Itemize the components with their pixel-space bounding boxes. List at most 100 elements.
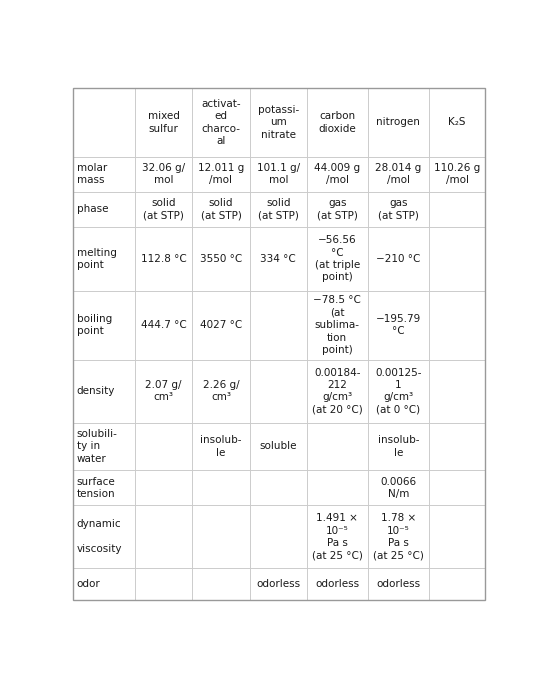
Bar xyxy=(73,360,135,423)
Text: odorless: odorless xyxy=(315,579,359,589)
Text: density: density xyxy=(76,386,115,396)
Text: molar
mass: molar mass xyxy=(76,163,107,185)
Bar xyxy=(192,157,250,192)
Text: phase: phase xyxy=(76,204,108,215)
Bar xyxy=(307,423,368,471)
Text: 1.491 ×
10⁻⁵
Pa s
(at 25 °C): 1.491 × 10⁻⁵ Pa s (at 25 °C) xyxy=(312,513,362,560)
Bar xyxy=(250,291,307,360)
Text: gas
(at STP): gas (at STP) xyxy=(378,198,419,221)
Bar xyxy=(250,471,307,505)
Text: 0.00184-
212
g/cm³
(at 20 °C): 0.00184- 212 g/cm³ (at 20 °C) xyxy=(312,368,362,415)
Text: activat-
ed
charco-
al: activat- ed charco- al xyxy=(201,99,241,146)
Bar xyxy=(307,227,368,291)
Text: 2.07 g/
cm³: 2.07 g/ cm³ xyxy=(146,380,182,402)
Bar xyxy=(192,88,250,157)
Bar xyxy=(73,505,135,569)
Text: 110.26 g
/mol: 110.26 g /mol xyxy=(434,163,480,185)
Bar xyxy=(250,569,307,600)
Text: odor: odor xyxy=(76,579,100,589)
Bar xyxy=(429,227,486,291)
Bar xyxy=(368,157,429,192)
Text: carbon
dioxide: carbon dioxide xyxy=(318,111,356,133)
Bar xyxy=(429,505,486,569)
Text: melting
point: melting point xyxy=(76,248,117,270)
Bar xyxy=(135,88,192,157)
Bar xyxy=(307,569,368,600)
Bar xyxy=(135,423,192,471)
Bar xyxy=(250,157,307,192)
Text: 334 °C: 334 °C xyxy=(261,254,296,264)
Bar xyxy=(73,157,135,192)
Bar xyxy=(250,423,307,471)
Bar xyxy=(192,227,250,291)
Text: −210 °C: −210 °C xyxy=(376,254,421,264)
Bar xyxy=(192,505,250,569)
Text: −56.56
°C
(at triple
point): −56.56 °C (at triple point) xyxy=(314,235,360,283)
Text: 101.1 g/
mol: 101.1 g/ mol xyxy=(257,163,300,185)
Bar xyxy=(250,88,307,157)
Text: 32.06 g/
mol: 32.06 g/ mol xyxy=(142,163,185,185)
Text: surface
tension: surface tension xyxy=(76,477,116,499)
Bar xyxy=(368,505,429,569)
Bar xyxy=(192,291,250,360)
Bar xyxy=(429,192,486,227)
Text: gas
(at STP): gas (at STP) xyxy=(317,198,358,221)
Bar xyxy=(135,360,192,423)
Bar xyxy=(73,569,135,600)
Bar xyxy=(307,505,368,569)
Bar xyxy=(307,291,368,360)
Bar xyxy=(368,569,429,600)
Bar xyxy=(368,471,429,505)
Bar xyxy=(250,227,307,291)
Bar xyxy=(192,471,250,505)
Bar xyxy=(135,505,192,569)
Bar xyxy=(135,569,192,600)
Bar xyxy=(73,291,135,360)
Bar xyxy=(135,471,192,505)
Text: solid
(at STP): solid (at STP) xyxy=(258,198,299,221)
Text: odorless: odorless xyxy=(256,579,300,589)
Text: 12.011 g
/mol: 12.011 g /mol xyxy=(198,163,244,185)
Bar xyxy=(307,471,368,505)
Bar xyxy=(368,192,429,227)
Text: solid
(at STP): solid (at STP) xyxy=(201,198,241,221)
Bar xyxy=(192,423,250,471)
Bar xyxy=(307,360,368,423)
Text: K₂S: K₂S xyxy=(449,117,466,127)
Text: insolub-
le: insolub- le xyxy=(378,435,419,458)
Bar xyxy=(250,505,307,569)
Text: boiling
point: boiling point xyxy=(76,314,112,336)
Bar xyxy=(429,360,486,423)
Text: −195.79
°C: −195.79 °C xyxy=(376,314,421,336)
Text: 2.26 g/
cm³: 2.26 g/ cm³ xyxy=(203,380,239,402)
Text: 0.00125-
1
g/cm³
(at 0 °C): 0.00125- 1 g/cm³ (at 0 °C) xyxy=(375,368,422,415)
Text: 44.009 g
/mol: 44.009 g /mol xyxy=(314,163,360,185)
Text: 3550 °C: 3550 °C xyxy=(200,254,242,264)
Bar xyxy=(192,569,250,600)
Bar xyxy=(368,291,429,360)
Bar xyxy=(429,157,486,192)
Text: 112.8 °C: 112.8 °C xyxy=(141,254,186,264)
Text: mixed
sulfur: mixed sulfur xyxy=(148,111,179,133)
Bar xyxy=(429,88,486,157)
Text: 1.78 ×
10⁻⁵
Pa s
(at 25 °C): 1.78 × 10⁻⁵ Pa s (at 25 °C) xyxy=(373,513,424,560)
Text: 444.7 °C: 444.7 °C xyxy=(141,320,186,330)
Bar xyxy=(429,291,486,360)
Text: solubili-
ty in
water: solubili- ty in water xyxy=(76,429,118,464)
Bar xyxy=(192,192,250,227)
Text: 4027 °C: 4027 °C xyxy=(200,320,242,330)
Bar xyxy=(368,423,429,471)
Bar xyxy=(250,192,307,227)
Bar xyxy=(135,227,192,291)
Bar xyxy=(73,88,135,157)
Bar xyxy=(135,157,192,192)
Bar xyxy=(135,291,192,360)
Bar xyxy=(368,88,429,157)
Text: solid
(at STP): solid (at STP) xyxy=(143,198,184,221)
Bar xyxy=(307,192,368,227)
Text: −78.5 °C
(at
sublima-
tion
point): −78.5 °C (at sublima- tion point) xyxy=(313,296,361,355)
Bar xyxy=(73,192,135,227)
Bar xyxy=(368,360,429,423)
Text: odorless: odorless xyxy=(377,579,420,589)
Bar xyxy=(250,360,307,423)
